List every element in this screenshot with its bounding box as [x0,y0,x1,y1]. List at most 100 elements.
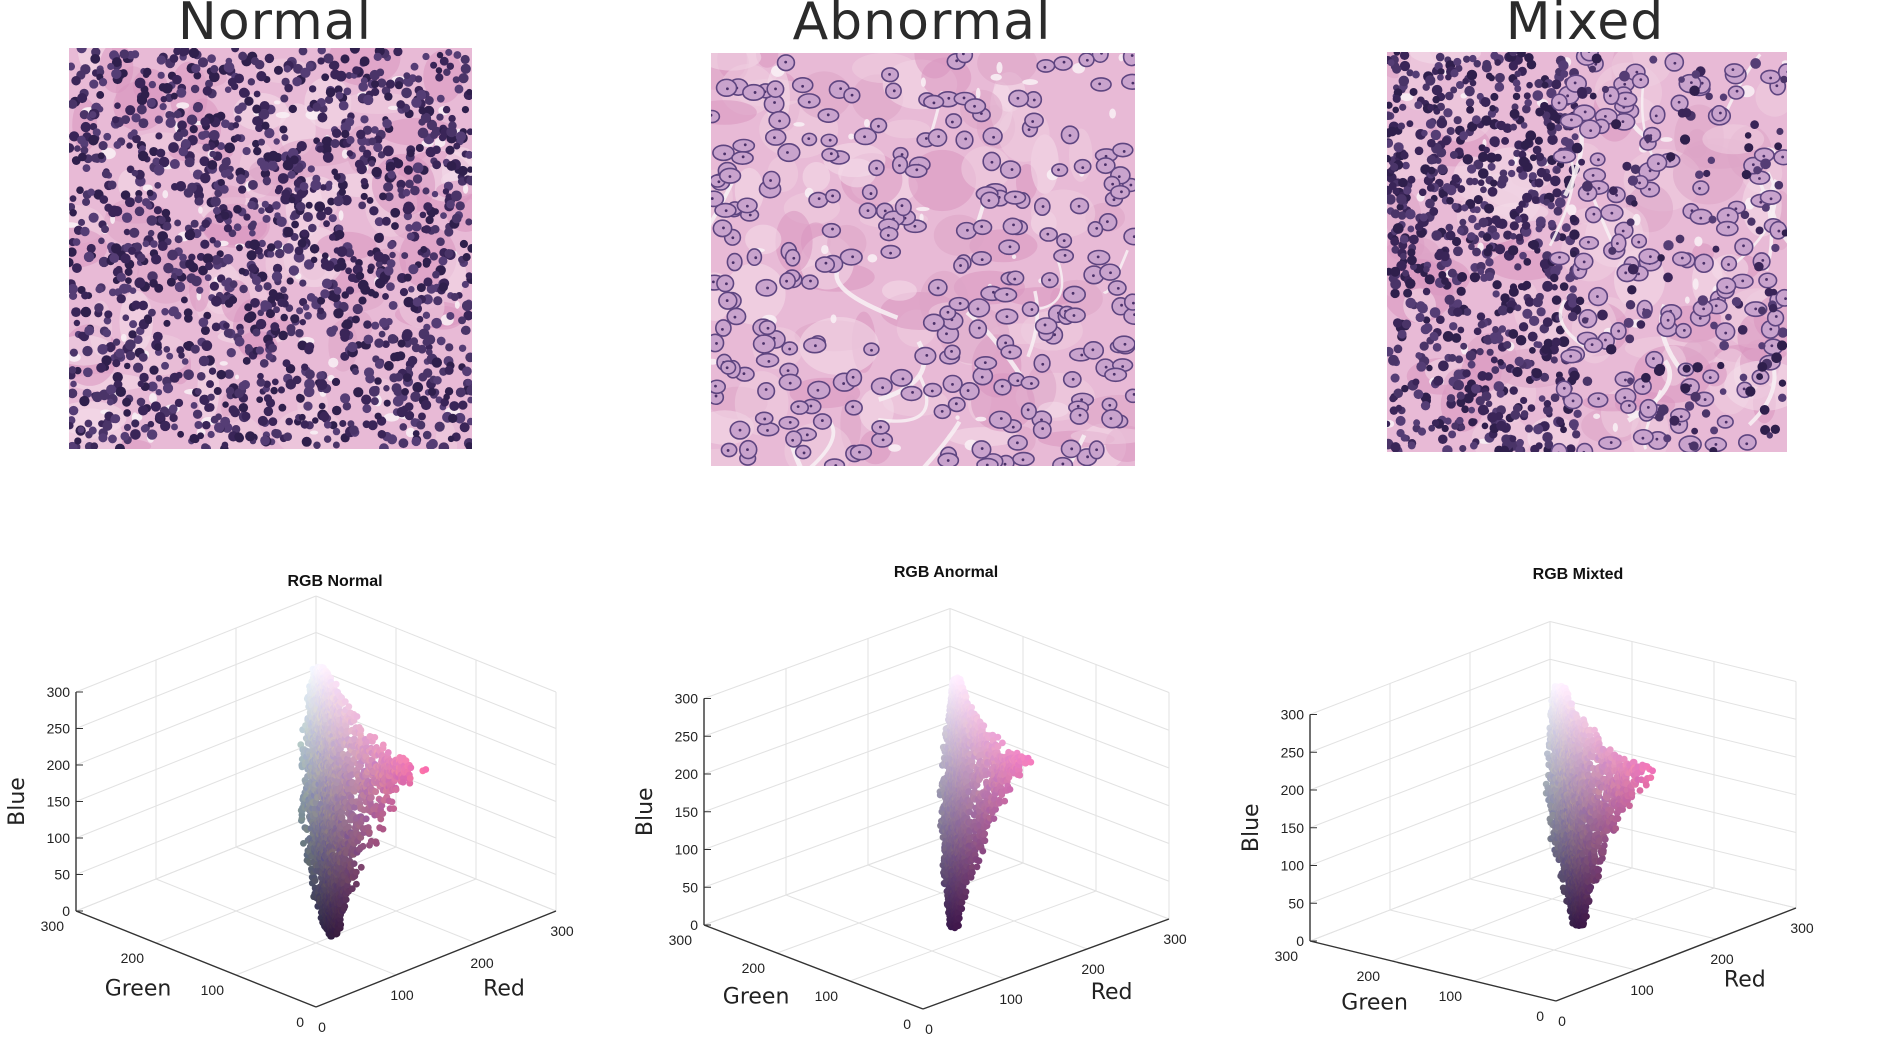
grid-line [235,878,477,976]
z-tick-label: 250 [47,721,71,737]
y-tick-label: 0 [296,1014,304,1030]
grid-line [703,796,951,888]
grid-line [949,683,1170,769]
x-tick-label: 300 [1163,931,1187,947]
grid-line [1309,809,1551,904]
plot-title: RGB Anormal [894,564,998,581]
x-tick-label: 300 [550,923,574,939]
z-tick-label: 200 [47,757,71,773]
z-tick-label: 150 [1281,820,1305,836]
grid-line [703,721,951,813]
z-tick-label: 300 [47,684,71,700]
z-tick-label: 50 [54,867,70,883]
z-tick-label: 250 [675,728,699,744]
y-tick-label: 0 [1536,1008,1544,1024]
grid-line [75,705,317,802]
red-axis [922,918,1170,1010]
z-tick-label: 250 [1281,744,1305,760]
histology-image-abnormal [711,53,1135,466]
grid-line [315,595,557,693]
grid-line [75,778,317,875]
z-tick-label: 0 [1296,933,1304,949]
x-tick-label: 0 [925,1021,933,1037]
grid-line [1309,734,1551,829]
grid-line [1389,909,1637,971]
x-tick-label: 100 [1630,982,1654,998]
grid-line [75,595,317,693]
x-tick-label: 0 [1558,1013,1566,1029]
grid-line [703,645,951,737]
z-tick-label: 50 [682,879,698,895]
z-tick-label: 150 [47,794,71,810]
rgb-point-cloud [936,674,1035,932]
z-tick-label: 100 [1281,858,1305,874]
x-axis-label: Red [483,976,525,1001]
z-tick-label: 200 [1281,782,1305,798]
x-axis-label: Red [1091,980,1133,1005]
z-tick-label: 150 [675,804,699,820]
grid-line [703,683,951,775]
grid-line [867,864,1088,950]
grid-line [949,834,1170,920]
y-tick-label: 200 [1357,968,1381,984]
grid-line [703,834,951,926]
red-axis [315,910,557,1008]
green-axis [75,910,317,1008]
z-tick-label: 100 [47,830,71,846]
grid-line [235,846,477,944]
y-tick-label: 300 [41,918,65,934]
grid-line [1469,878,1717,940]
plot-title: RGB Normal [287,573,382,590]
y-axis-label: Green [723,984,790,1009]
z-tick-label: 50 [1288,895,1304,911]
y-tick-label: 300 [669,932,693,948]
y-tick-label: 200 [121,950,145,966]
rgb-scatter-2: 05010015020025030001002003000100200300Re… [633,564,1187,1037]
x-tick-label: 200 [1710,951,1734,967]
z-axis-label: Blue [1239,803,1264,852]
grid-line [315,778,557,875]
z-tick-label: 0 [690,917,698,933]
x-tick-label: 200 [470,955,494,971]
grid-line [776,862,1024,954]
grid-line [849,890,1097,982]
z-tick-label: 200 [675,766,699,782]
grid-line [785,894,1006,980]
z-axis-label: Blue [633,787,658,836]
green-axis [703,924,924,1010]
grid-line [1309,772,1551,866]
rgb-point-cloud [297,663,430,940]
grid-line [949,645,1170,731]
histology-image-normal [69,48,472,449]
grid-line [703,608,951,699]
z-tick-label: 300 [1281,707,1305,723]
grid-line [75,814,317,912]
x-tick-label: 100 [390,987,414,1003]
grid-line [1309,847,1551,942]
x-tick-label: 0 [318,1019,326,1035]
grid-line [1309,658,1551,753]
red-axis [1555,907,1797,1002]
grid-line [703,759,951,850]
y-tick-label: 0 [903,1016,911,1032]
panel-title-abnormal: Abnormal [792,0,1052,52]
grid-line [75,632,317,729]
green-axis [1309,940,1557,1002]
z-tick-label: 0 [62,903,70,919]
y-tick-label: 100 [815,988,839,1004]
z-tick-label: 100 [675,842,699,858]
rgb-scatter-3: 05010015020025030001002003000100200300Re… [1239,566,1814,1029]
x-axis-label: Red [1724,967,1766,992]
grid-line [75,668,317,766]
grid-line [155,878,397,976]
y-tick-label: 200 [742,960,766,976]
grid-line [315,668,557,766]
grid-line [1549,621,1797,682]
y-tick-label: 300 [1275,948,1299,964]
grid-line [1549,696,1797,758]
panel-title-normal: Normal [177,0,373,52]
grid-line [155,846,397,944]
rgb-scatter-1: 05010015020025030001002003000100200300Re… [5,573,574,1035]
y-tick-label: 100 [201,982,225,998]
